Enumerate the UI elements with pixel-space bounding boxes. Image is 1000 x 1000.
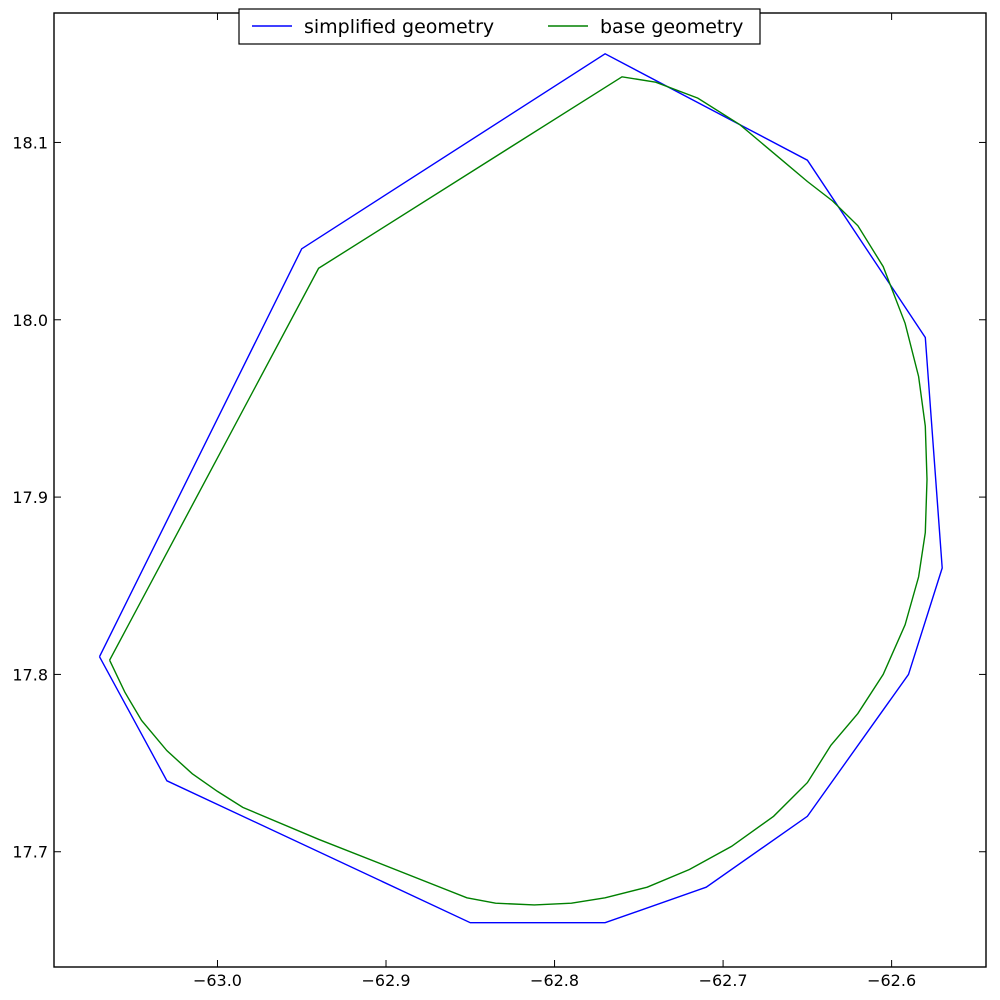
y-tick-label: 17.8 bbox=[12, 665, 48, 684]
legend-label-simplified-geometry: simplified geometry bbox=[304, 16, 494, 38]
x-tick-label: −62.9 bbox=[361, 971, 410, 990]
plot-area bbox=[54, 13, 986, 967]
x-tick-label: −62.8 bbox=[530, 971, 579, 990]
x-tick-label: −63.0 bbox=[193, 971, 242, 990]
series-line-base-geometry bbox=[108, 76, 928, 906]
y-tick-label: 17.9 bbox=[12, 488, 48, 507]
y-tick-label: 17.7 bbox=[12, 843, 48, 862]
series-layer bbox=[98, 52, 943, 924]
legend: simplified geometry base geometry bbox=[238, 8, 761, 45]
x-tick-label: −62.6 bbox=[867, 971, 916, 990]
series-line-simplified-geometry bbox=[98, 52, 943, 924]
ticks-layer: −63.0 −62.9 −62.8 −62.7 −62.6 17.7 17.8 17.9 18.… bbox=[12, 13, 986, 990]
y-tick-label: 18.0 bbox=[12, 311, 48, 330]
x-tick-label: −62.7 bbox=[699, 971, 748, 990]
y-tick-label: 18.1 bbox=[12, 133, 48, 152]
legend-label-base-geometry: base geometry bbox=[600, 16, 743, 38]
legend-box bbox=[238, 8, 761, 45]
